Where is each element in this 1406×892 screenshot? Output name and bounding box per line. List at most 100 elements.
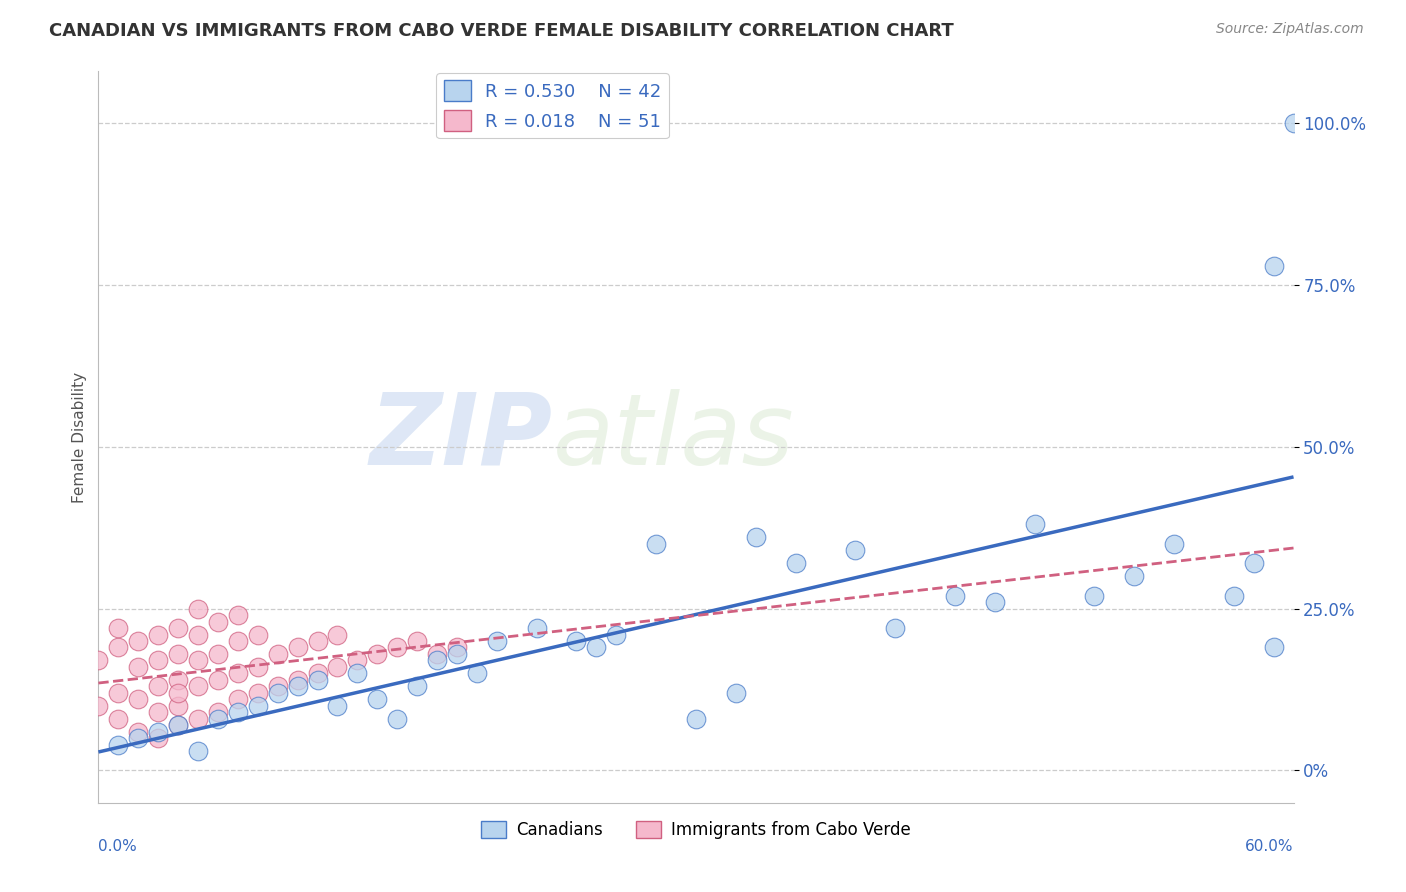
Point	[187, 679, 209, 693]
Point	[267, 647, 290, 661]
Point	[1223, 589, 1246, 603]
Point	[187, 744, 209, 758]
Point	[167, 621, 190, 635]
Point	[207, 647, 229, 661]
Point	[1263, 259, 1285, 273]
Point	[1282, 116, 1305, 130]
Point	[107, 686, 129, 700]
Point	[287, 640, 309, 655]
Point	[446, 647, 468, 661]
Point	[87, 698, 110, 713]
Point	[127, 731, 149, 745]
Point	[107, 640, 129, 655]
Point	[346, 666, 368, 681]
Point	[127, 724, 149, 739]
Point	[187, 653, 209, 667]
Y-axis label: Female Disability: Female Disability	[72, 371, 87, 503]
Point	[307, 666, 329, 681]
Point	[844, 543, 866, 558]
Point	[187, 712, 209, 726]
Point	[107, 738, 129, 752]
Text: CANADIAN VS IMMIGRANTS FROM CABO VERDE FEMALE DISABILITY CORRELATION CHART: CANADIAN VS IMMIGRANTS FROM CABO VERDE F…	[49, 22, 953, 40]
Point	[287, 679, 309, 693]
Point	[207, 673, 229, 687]
Point	[148, 679, 170, 693]
Point	[167, 718, 190, 732]
Point	[226, 634, 249, 648]
Point	[943, 589, 966, 603]
Point	[167, 647, 190, 661]
Point	[226, 705, 249, 719]
Point	[685, 712, 707, 726]
Text: atlas: atlas	[553, 389, 794, 485]
Point	[226, 608, 249, 623]
Point	[526, 621, 548, 635]
Point	[1163, 537, 1185, 551]
Point	[385, 712, 409, 726]
Point	[187, 627, 209, 641]
Point	[1024, 517, 1046, 532]
Point	[745, 530, 768, 544]
Point	[87, 653, 110, 667]
Point	[246, 660, 269, 674]
Point	[226, 666, 249, 681]
Point	[127, 692, 149, 706]
Text: Source: ZipAtlas.com: Source: ZipAtlas.com	[1216, 22, 1364, 37]
Point	[148, 705, 170, 719]
Point	[406, 679, 429, 693]
Point	[167, 698, 190, 713]
Point	[148, 653, 170, 667]
Point	[326, 698, 349, 713]
Point	[207, 615, 229, 629]
Point	[226, 692, 249, 706]
Point	[485, 634, 508, 648]
Point	[167, 673, 190, 687]
Point	[267, 679, 290, 693]
Point	[984, 595, 1007, 609]
Point	[446, 640, 468, 655]
Point	[724, 686, 747, 700]
Point	[107, 712, 129, 726]
Point	[585, 640, 607, 655]
Legend: Canadians, Immigrants from Cabo Verde: Canadians, Immigrants from Cabo Verde	[474, 814, 918, 846]
Point	[207, 705, 229, 719]
Point	[246, 627, 269, 641]
Point	[426, 653, 449, 667]
Point	[326, 627, 349, 641]
Point	[385, 640, 409, 655]
Point	[267, 686, 290, 700]
Point	[785, 557, 807, 571]
Point	[366, 647, 388, 661]
Point	[326, 660, 349, 674]
Point	[1263, 640, 1285, 655]
Text: 0.0%: 0.0%	[98, 839, 138, 855]
Point	[167, 718, 190, 732]
Point	[148, 731, 170, 745]
Point	[465, 666, 488, 681]
Point	[167, 686, 190, 700]
Text: 60.0%: 60.0%	[1246, 839, 1294, 855]
Point	[346, 653, 368, 667]
Point	[246, 698, 269, 713]
Point	[307, 634, 329, 648]
Point	[187, 601, 209, 615]
Point	[605, 627, 627, 641]
Point	[1243, 557, 1265, 571]
Point	[426, 647, 449, 661]
Point	[287, 673, 309, 687]
Point	[107, 621, 129, 635]
Point	[207, 712, 229, 726]
Point	[1123, 569, 1146, 583]
Text: ZIP: ZIP	[370, 389, 553, 485]
Point	[246, 686, 269, 700]
Point	[127, 660, 149, 674]
Point	[307, 673, 329, 687]
Point	[127, 634, 149, 648]
Point	[1083, 589, 1105, 603]
Point	[406, 634, 429, 648]
Point	[645, 537, 668, 551]
Point	[884, 621, 907, 635]
Point	[366, 692, 388, 706]
Point	[148, 724, 170, 739]
Point	[148, 627, 170, 641]
